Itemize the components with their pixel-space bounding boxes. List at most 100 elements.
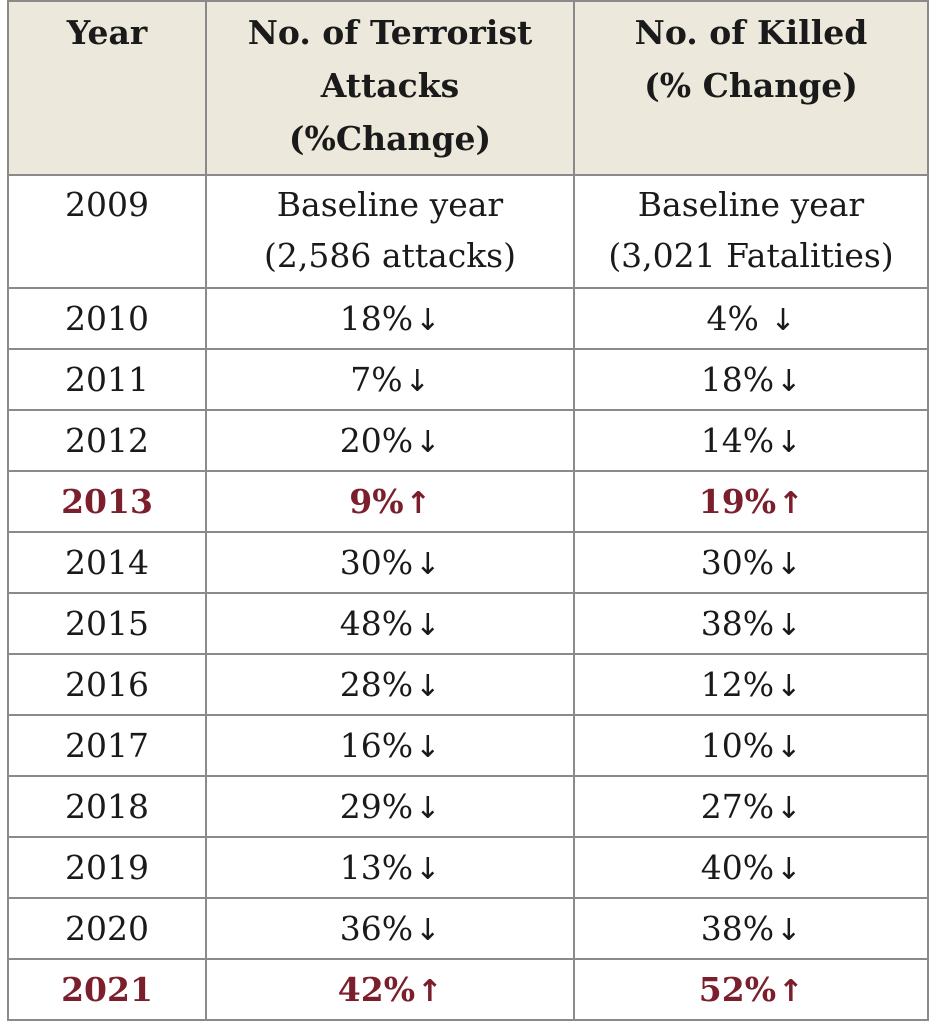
trend-arrow-icon: ↓: [776, 669, 802, 704]
year-value: 2020: [65, 909, 149, 948]
attacks-percent: 13%: [339, 848, 414, 887]
attacks-percent: 16%: [339, 726, 414, 765]
cell-attacks-change: 48%↓: [205, 592, 575, 655]
table-row: 2012 20%↓ 14%↓: [7, 409, 929, 472]
trend-arrow-icon: ↓: [415, 425, 441, 460]
year-value: 2015: [65, 604, 149, 643]
killed-percent: 19%: [698, 482, 777, 521]
header-year: Year: [7, 0, 207, 176]
cell-year: 2010: [7, 287, 207, 350]
trend-arrow-icon: ↓: [760, 303, 796, 338]
table-row: 2015 48%↓ 38%↓: [7, 592, 929, 655]
trend-arrow-icon: ↓: [415, 852, 441, 887]
trend-arrow-icon: ↓: [415, 730, 441, 765]
cell-attacks-change: 29%↓: [205, 775, 575, 838]
year-value: 2012: [65, 421, 149, 460]
table-row: 2020 36%↓ 38%↓: [7, 897, 929, 960]
trend-arrow-icon: ↑: [778, 974, 804, 1009]
killed-percent: 18%: [700, 360, 775, 399]
baseline-killed-line: (3,021 Fatalities): [608, 236, 894, 275]
cell-killed-change: 19%↑: [573, 470, 929, 533]
killed-percent: 14%: [700, 421, 775, 460]
year-value: 2021: [61, 970, 153, 1009]
table-row: 2011 7%↓ 18%↓: [7, 348, 929, 411]
trend-arrow-icon: ↑: [417, 974, 443, 1009]
trend-arrow-icon: ↓: [776, 425, 802, 460]
cell-year: 2014: [7, 531, 207, 594]
header-attacks-line: No. of Terrorist: [247, 13, 533, 52]
cell-killed-change: 14%↓: [573, 409, 929, 472]
killed-percent: 10%: [700, 726, 775, 765]
attacks-percent: 20%: [339, 421, 414, 460]
cell-year: 2018: [7, 775, 207, 838]
trend-arrow-icon: ↓: [415, 547, 441, 582]
cell-attacks-change: 30%↓: [205, 531, 575, 594]
baseline-attacks-line: Baseline year: [276, 185, 504, 224]
table-header: Year No. of Terrorist Attacks (%Change) …: [7, 0, 929, 176]
cell-killed-change: 10%↓: [573, 714, 929, 777]
attacks-percent: 48%: [339, 604, 414, 643]
table-row: 2014 30%↓ 30%↓: [7, 531, 929, 594]
year-value: 2017: [65, 726, 149, 765]
attacks-percent: 9%: [349, 482, 404, 521]
attacks-percent: 18%: [339, 299, 414, 338]
attacks-percent: 30%: [339, 543, 414, 582]
cell-killed-change: 52%↑: [573, 958, 929, 1021]
trend-arrow-icon: ↓: [776, 913, 802, 948]
attacks-percent: 28%: [339, 665, 414, 704]
trend-arrow-icon: ↓: [776, 852, 802, 887]
cell-killed-change: 12%↓: [573, 653, 929, 716]
cell-killed-change: 4% ↓: [573, 287, 929, 350]
killed-percent: 12%: [700, 665, 775, 704]
table-row-baseline: 2009 Baseline year (2,586 attacks) Basel…: [7, 174, 929, 289]
cell-year: 2021: [7, 958, 207, 1021]
cell-year: 2011: [7, 348, 207, 411]
cell-year: 2019: [7, 836, 207, 899]
trend-arrow-icon: ↓: [776, 791, 802, 826]
killed-percent: 40%: [700, 848, 775, 887]
attacks-percent: 42%: [337, 970, 416, 1009]
killed-percent: 4%: [706, 299, 759, 338]
trend-arrow-icon: ↓: [415, 303, 441, 338]
cell-killed-change: 18%↓: [573, 348, 929, 411]
trend-arrow-icon: ↑: [778, 486, 804, 521]
table-row: 2013 9% ↑ 19%↑: [7, 470, 929, 533]
cell-killed-change: 40%↓: [573, 836, 929, 899]
cell-attacks-change: 7%↓: [205, 348, 575, 411]
cell-attacks-change: 42%↑: [205, 958, 575, 1021]
baseline-killed-line: Baseline year: [637, 185, 865, 224]
header-row: Year No. of Terrorist Attacks (%Change) …: [7, 0, 929, 176]
cell-year: 2020: [7, 897, 207, 960]
terrorism-stats-table: Year No. of Terrorist Attacks (%Change) …: [7, 0, 929, 1021]
cell-killed-change: 38%↓: [573, 897, 929, 960]
cell-killed-change: 38%↓: [573, 592, 929, 655]
cell-attacks-change: 16%↓: [205, 714, 575, 777]
table-row: 2018 29%↓ 27%↓: [7, 775, 929, 838]
trend-arrow-icon: ↓: [415, 791, 441, 826]
trend-arrow-icon: ↓: [776, 547, 802, 582]
killed-percent: 30%: [700, 543, 775, 582]
cell-year: 2017: [7, 714, 207, 777]
year-value: 2013: [61, 482, 153, 521]
cell-year: 2013: [7, 470, 207, 533]
year-value: 2010: [65, 299, 149, 338]
header-killed-line: (% Change): [644, 66, 858, 105]
trend-arrow-icon: ↓: [776, 730, 802, 765]
trend-arrow-icon: ↓: [415, 669, 441, 704]
attacks-percent: 36%: [339, 909, 414, 948]
header-year-line: Year: [66, 13, 148, 52]
cell-year: 2016: [7, 653, 207, 716]
header-attacks-line: (%Change): [288, 119, 492, 158]
cell-attacks-change: 18%↓: [205, 287, 575, 350]
trend-arrow-icon: ↓: [415, 913, 441, 948]
cell-killed-change: 27%↓: [573, 775, 929, 838]
cell-attacks-change: 20%↓: [205, 409, 575, 472]
attacks-percent: 29%: [339, 787, 414, 826]
trend-arrow-icon: ↓: [404, 364, 430, 399]
attacks-percent: 7%: [350, 360, 403, 399]
killed-percent: 52%: [698, 970, 777, 1009]
year-value: 2019: [65, 848, 149, 887]
cell-killed-baseline: Baseline year (3,021 Fatalities): [573, 174, 929, 289]
year-value: 2016: [65, 665, 149, 704]
killed-percent: 38%: [700, 604, 775, 643]
